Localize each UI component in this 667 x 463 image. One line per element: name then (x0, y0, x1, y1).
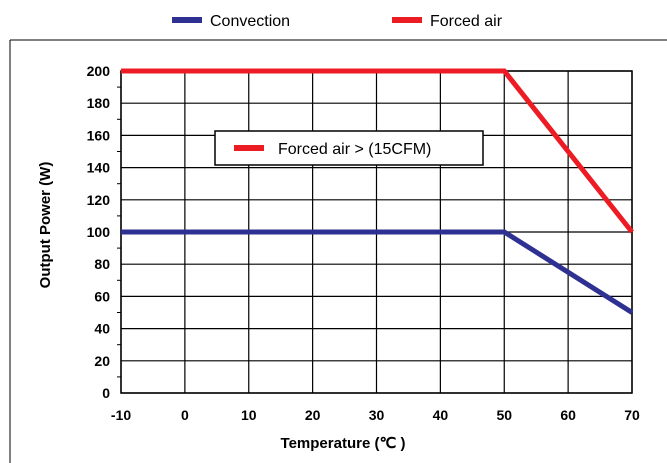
y-tick-label: 20 (94, 353, 110, 369)
x-tick-label: 20 (305, 407, 321, 423)
y-tick-label: 40 (94, 321, 110, 337)
x-tick-label: 60 (560, 407, 576, 423)
annotation-label: Forced air > (15CFM) (278, 141, 431, 158)
tick-labels: -10 0 10 20 30 40 50 60 700204060801001201401601… (87, 63, 640, 423)
y-tick-label: 160 (87, 127, 111, 143)
series-lines (121, 68, 634, 315)
x-tick-label: 30 (369, 407, 385, 423)
x-tick-label: 0 (181, 407, 189, 423)
x-tick-label: 10 (241, 407, 257, 423)
outer-frame (9, 39, 667, 463)
series-line-convection (121, 229, 634, 315)
series-line-forced-air (121, 68, 634, 234)
y-tick-label: 120 (87, 192, 111, 208)
x-tick-label: 50 (496, 407, 512, 423)
y-tick-label: 200 (87, 63, 111, 79)
y-tick-label: 180 (87, 95, 111, 111)
legend: Convection Forced air (172, 13, 503, 30)
x-tick-label: 70 (624, 407, 640, 423)
legend-label: Forced air (430, 13, 503, 30)
y-axis-title: Output Power (W) (37, 162, 54, 289)
legend-label: Convection (210, 13, 290, 30)
x-tick-label: -10 (111, 407, 131, 423)
y-tick-label: 60 (94, 288, 110, 304)
y-tick-label: 140 (87, 160, 111, 176)
y-tick-label: 0 (102, 385, 110, 401)
annotation-box: Forced air > (15CFM) (214, 130, 484, 166)
x-axis-title: Temperature (℃ ) (281, 435, 406, 452)
y-tick-label: 80 (94, 256, 110, 272)
x-tick-label: 40 (433, 407, 449, 423)
y-tick-label: 100 (87, 224, 111, 240)
